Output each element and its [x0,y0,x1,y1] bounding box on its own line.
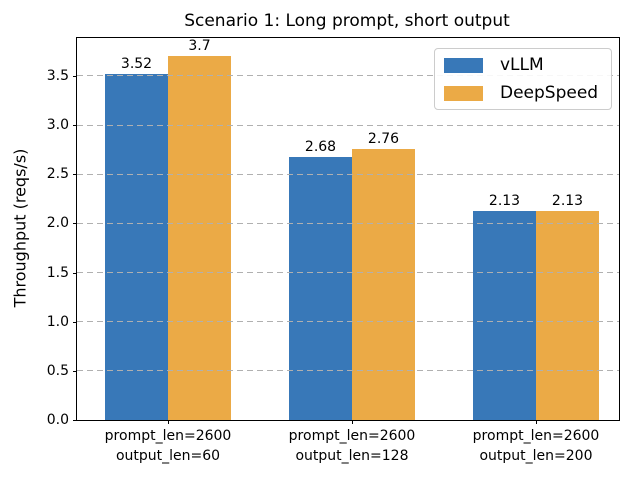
legend-swatch-deepspeed [444,85,483,101]
y-tick-label: 3.0 [46,117,69,133]
gridline [77,272,619,273]
bar-value-label: 2.13 [488,192,521,209]
bar-value-label: 2.68 [304,138,337,155]
y-tick-label: 2.5 [46,166,69,183]
chart-title: Scenario 1: Long prompt, short output [184,11,510,31]
y-tick-label: 0.0 [46,412,69,428]
y-tick-mark [73,125,77,126]
gridline [77,321,619,323]
gridline [77,124,619,126]
x-tick-mark [535,420,537,424]
legend-entry-vllm: vLLM [444,53,602,77]
y-tick-label: 1.0 [46,313,69,330]
gridline [77,75,619,77]
y-tick-mark [73,272,77,274]
bar-value-label: 3.7 [188,38,211,55]
x-tick-label: prompt_len=2600 output_len=60 [104,428,232,464]
gridline [77,222,619,224]
bar-vllm [473,210,536,420]
y-tick-mark [73,75,77,77]
bar-deepspeed [352,148,415,420]
gridline [77,370,619,372]
y-tick-mark [73,321,77,323]
y-tick-label: 0.5 [46,362,69,379]
y-tick-mark [73,370,77,372]
x-tick-label: prompt_len=2600 output_len=200 [472,428,600,464]
y-tick-label: 3.5 [46,67,69,84]
bar-vllm [105,73,168,420]
legend-swatch-vllm [444,57,483,73]
y-tick-mark [73,420,77,421]
y-tick-mark [73,174,77,176]
legend-label: DeepSpeed [500,83,599,103]
bar-value-label: 3.52 [120,55,153,72]
legend: vLLM DeepSpeed [434,48,612,110]
bar-deepspeed [536,210,599,420]
gridline [77,173,619,175]
bar-deepspeed [168,56,231,420]
bar-value-label: 2.76 [367,130,400,147]
legend-entry-deepspeed: DeepSpeed [444,81,602,105]
legend-label: vLLM [500,55,544,75]
x-tick-mark [351,420,353,424]
bar-vllm [289,156,352,420]
y-tick-label: 2.0 [46,215,69,232]
x-tick-label: prompt_len=2600 output_len=128 [288,428,416,464]
bar-value-label: 2.13 [551,192,584,209]
y-tick-mark [73,223,77,225]
x-tick-mark [167,420,169,424]
y-tick-label: 1.5 [46,264,69,281]
